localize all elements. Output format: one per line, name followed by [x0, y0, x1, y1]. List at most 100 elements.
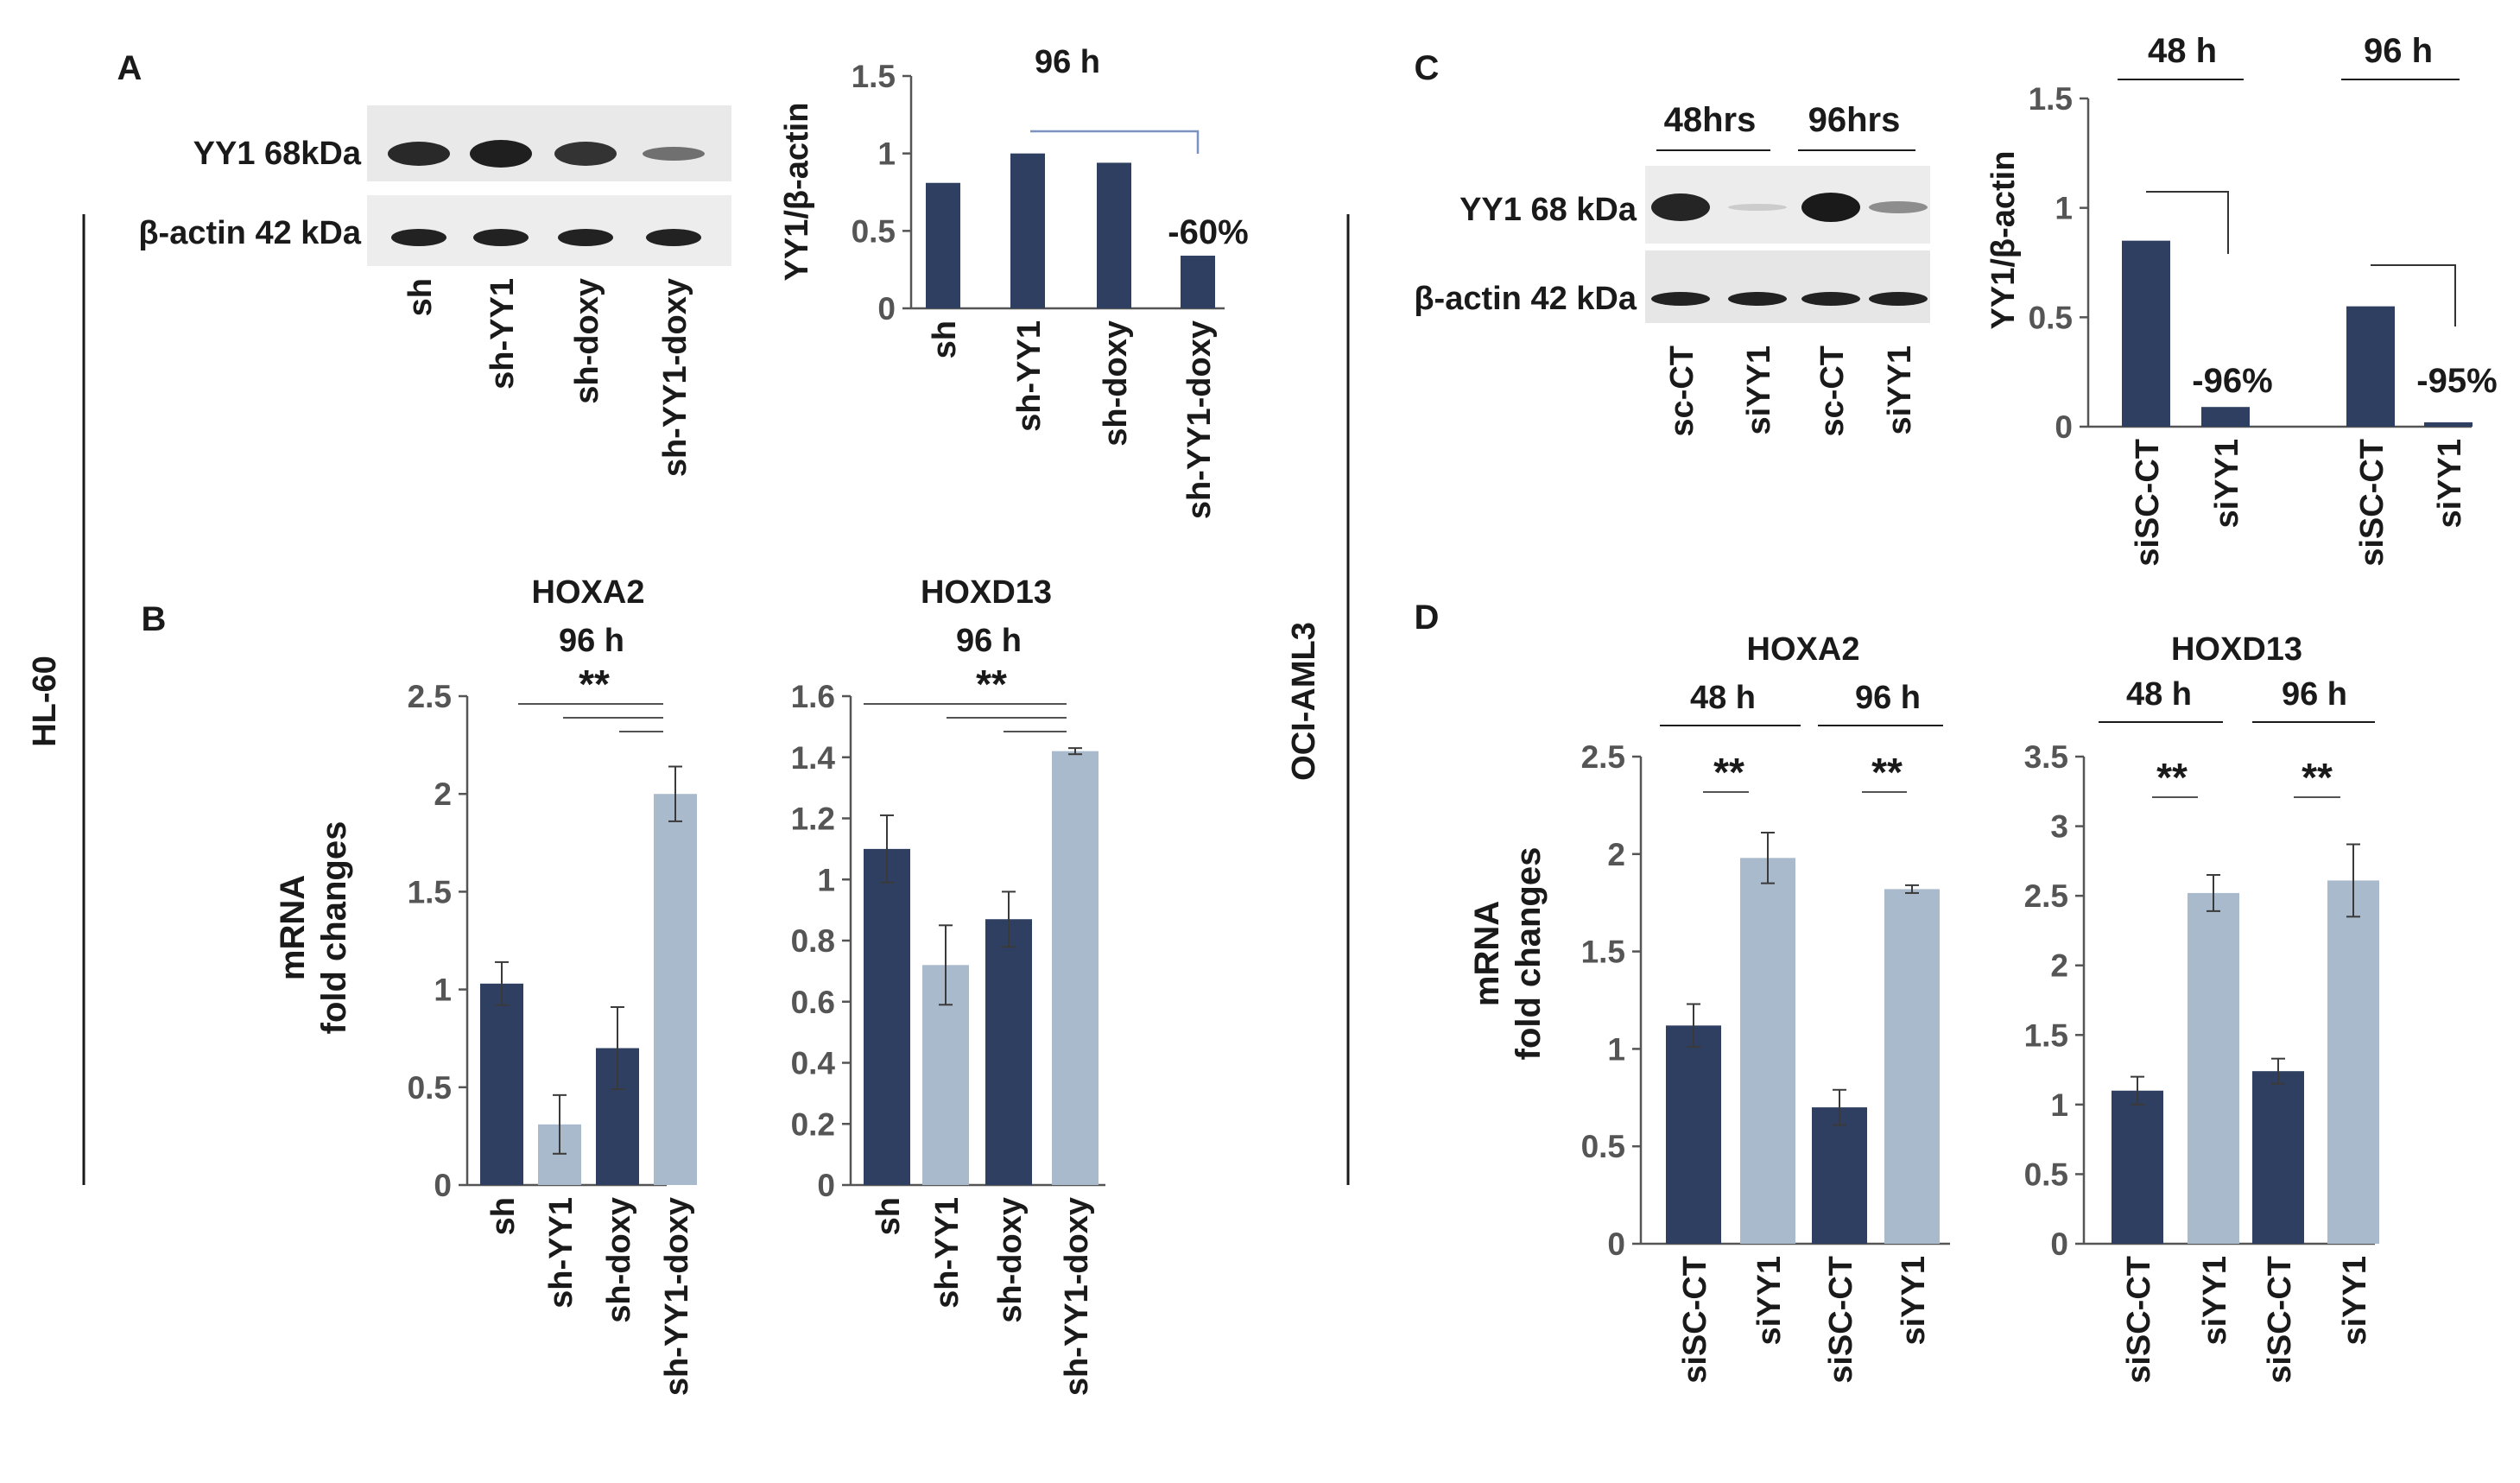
y-tick-label: 0	[434, 1168, 452, 1203]
band-yy1	[1869, 201, 1928, 213]
bar-sh-doxy	[1097, 162, 1131, 308]
group-label: 96 h	[2364, 32, 2433, 70]
y-tick-label: 0	[2055, 409, 2073, 445]
x-category-label: sh-YY1-doxy	[1059, 1197, 1095, 1396]
percent-annotation: -95%	[2416, 362, 2497, 400]
chart-title: HOXA2	[1747, 631, 1860, 668]
significance-stars: **	[1871, 750, 1903, 795]
y-axis-label: mRNA	[1468, 901, 1506, 1006]
y-tick-label: 1.5	[2024, 1017, 2068, 1053]
significance-stars: **	[2156, 755, 2188, 800]
y-tick-label: 1.6	[791, 679, 835, 714]
y-tick-label: 0.6	[791, 985, 835, 1020]
blot-lane-label: sh	[402, 278, 439, 316]
x-category-label: sh-YY1-doxy	[1181, 320, 1218, 519]
x-category-label: sh-YY1-doxy	[659, 1197, 695, 1396]
x-category-label: sh-YY1	[929, 1197, 966, 1309]
bar-siYY1	[2188, 892, 2239, 1244]
x-category-label: siYY1	[2337, 1256, 2373, 1346]
band-actin	[1651, 292, 1710, 306]
blot-label-yy1: YY1 68 kDa	[1459, 192, 1637, 228]
x-category-label: siYY1	[1896, 1256, 1932, 1346]
y-tick-label: 1	[434, 973, 452, 1008]
band-yy1	[470, 140, 532, 168]
bar-siYY1	[2327, 880, 2379, 1244]
x-category-label: siSC-CT	[2121, 1256, 2157, 1384]
y-tick-label: 0	[817, 1168, 835, 1203]
western-blot-A	[367, 105, 731, 266]
y-tick-label: 0	[2050, 1226, 2068, 1262]
blot-lane-label: sc-CT	[1664, 345, 1700, 437]
band-actin	[391, 229, 446, 246]
y-tick-label: 3.5	[2024, 739, 2068, 775]
bar-siYY1	[2201, 407, 2250, 427]
bar-sh-doxy	[985, 919, 1032, 1185]
blot-label-actin: β-actin 42 kDa	[138, 215, 361, 251]
blot-label-actin: β-actin 42 kDa	[1414, 281, 1637, 317]
x-category-label: siYY1	[2432, 439, 2468, 529]
y-tick-label: 1	[877, 136, 896, 172]
chart-title: HOXD13	[2171, 631, 2302, 668]
y-tick-label: 0.2	[791, 1106, 835, 1142]
panel-letter-B: B	[142, 600, 167, 638]
bar-siSC-CT	[1812, 1107, 1867, 1244]
chart-A: 0 0.5 1 1.5 sh sh-YY1 sh-doxy sh-YY1-doxy	[852, 59, 1225, 519]
x-category-label: sh-doxy	[992, 1197, 1029, 1323]
blot-lane-label: sc-CT	[1814, 345, 1851, 437]
y-tick-label: 0.5	[2029, 300, 2073, 335]
bar-sh	[864, 848, 910, 1185]
y-tick-label: 0.8	[791, 923, 835, 959]
y-tick-label: 2.5	[1581, 739, 1625, 775]
blot-lane-label: sh-doxy	[569, 278, 605, 404]
y-tick-label: 1.2	[791, 802, 835, 837]
bar-sh	[926, 182, 960, 308]
blot-lane-label: sh-YY1-doxy	[657, 278, 693, 477]
band-actin	[558, 229, 613, 246]
y-tick-label: 2.5	[408, 679, 452, 714]
significance-stars: **	[579, 662, 610, 707]
chart-D1: 0 0.5 1 1.5 2 2.5 siSC-CT siYY1 siSC-CT siYY1	[1581, 725, 1950, 1384]
x-category-label: siSC-CT	[2354, 439, 2390, 567]
blot-lane-label: siYY1	[1741, 345, 1777, 435]
chart-title: HOXA2	[532, 574, 645, 611]
blot-lane-label: sh-YY1	[484, 278, 521, 390]
band-yy1	[554, 142, 617, 166]
band-yy1	[643, 147, 705, 161]
percent-annotation: -96%	[2192, 362, 2272, 400]
comparison-bracket	[2146, 191, 2229, 254]
y-axis-label: fold changes	[315, 821, 353, 1035]
x-category-label: sh-YY1	[543, 1197, 579, 1309]
significance-stars: **	[976, 662, 1007, 707]
bar-siSC-CT	[1666, 1025, 1721, 1244]
blot-lane-label: siYY1	[1882, 345, 1918, 435]
blot-label-yy1: YY1 68kDa	[193, 136, 362, 172]
chart-title: 96 h	[1035, 44, 1100, 80]
chart-B1: 0 0.5 1 1.5 2 2.5 sh sh-YY1 sh-doxy sh-YY1-doxy	[408, 679, 697, 1396]
bar-sh	[480, 983, 523, 1185]
time-label: 48hrs	[1664, 101, 1757, 139]
y-tick-label: 1	[1607, 1031, 1625, 1067]
bar-siSC-CT	[2346, 306, 2395, 427]
y-tick-label: 2	[1607, 837, 1625, 872]
band-actin	[1801, 292, 1860, 306]
y-tick-label: 1	[817, 862, 835, 897]
bar-sh-YY1	[1010, 153, 1045, 308]
blot-strip-actin	[1645, 250, 1930, 323]
y-tick-label: 2.5	[2024, 878, 2068, 914]
y-tick-label: 1.5	[1581, 935, 1625, 970]
x-category-label: siSC-CT	[2262, 1256, 2298, 1384]
chart-B2: 0 0.2 0.4 0.6 0.8 1 1.2 1.4 1.6 sh sh-YY1 sh-doxy sh…	[791, 679, 1105, 1396]
panel-letter-C: C	[1415, 49, 1440, 87]
band-yy1	[388, 142, 450, 166]
y-tick-label: 1	[2055, 191, 2073, 226]
significance-stars: **	[1713, 750, 1744, 795]
y-axis-label: fold changes	[1510, 847, 1548, 1061]
y-tick-label: 0.5	[1581, 1129, 1625, 1164]
band-yy1	[1728, 204, 1787, 211]
band-yy1	[1651, 193, 1710, 221]
y-tick-label: 2	[434, 776, 452, 812]
y-tick-label: 1.5	[2029, 81, 2073, 117]
western-blot-C	[1645, 149, 1930, 323]
x-category-label: sh-YY1	[1011, 320, 1048, 432]
panel-letter-A: A	[117, 49, 142, 87]
